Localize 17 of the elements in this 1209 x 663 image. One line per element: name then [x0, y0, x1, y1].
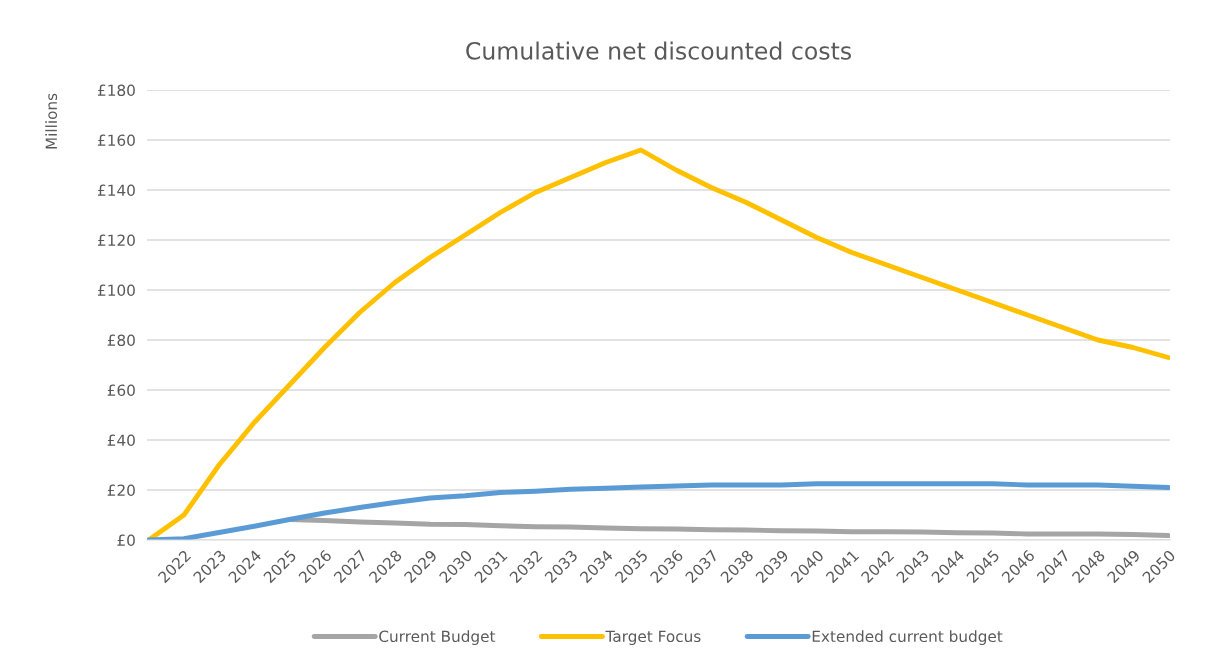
- y-tick-label: £140: [97, 184, 135, 197]
- legend-label: Extended current budget: [812, 630, 1003, 646]
- y-tick-label: £180: [97, 84, 135, 97]
- legend-label: Current Budget: [379, 630, 496, 646]
- legend-label: Target Focus: [605, 630, 701, 646]
- y-tick-label: £120: [97, 234, 135, 247]
- y-tick-label: £160: [97, 134, 135, 147]
- y-tick-label: £100: [97, 284, 135, 297]
- line-series: [147, 147, 1170, 540]
- line-series: [147, 481, 1170, 540]
- y-tick-label: £20: [107, 484, 135, 497]
- y-tick-label: £60: [107, 384, 135, 397]
- y-tick-label: £80: [107, 334, 135, 347]
- y-axis-title: Millions: [45, 93, 58, 149]
- chart-title: Cumulative net discounted costs: [466, 41, 851, 60]
- y-tick-label: £0: [117, 534, 135, 547]
- y-tick-label: £40: [107, 434, 135, 447]
